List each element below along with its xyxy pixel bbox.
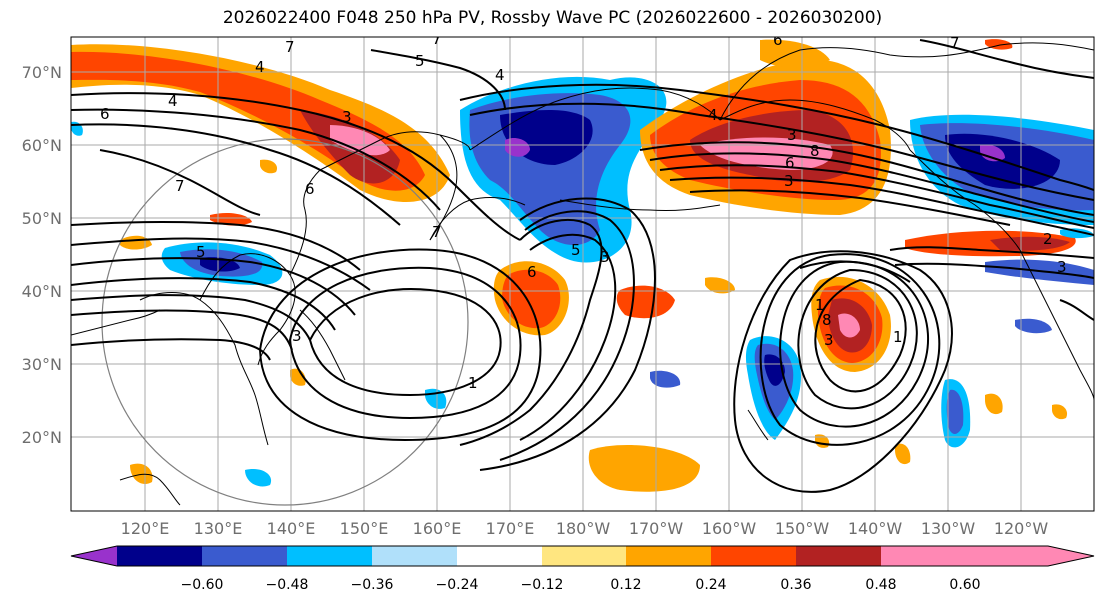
lon-label: 150°E (340, 519, 389, 538)
contour-label: 4 (495, 66, 505, 84)
colorbar-tick-label: −0.48 (266, 577, 309, 593)
latitude-axis: 70°N 60°N 50°N 40°N 30°N 20°N (22, 63, 62, 447)
contour-label: 3 (1057, 258, 1067, 276)
colorbar-tick-label: 0.60 (949, 577, 980, 593)
contour-label: 4 (168, 92, 178, 110)
lat-label: 30°N (22, 355, 62, 374)
contour-label: 3 (824, 331, 834, 349)
contour-label: 3 (292, 327, 302, 345)
colorbar-tick-label: 0.24 (695, 577, 726, 593)
lon-label: 160°E (413, 519, 462, 538)
contour-label: 1 (815, 296, 825, 314)
contour-label: 7 (432, 223, 442, 241)
lat-label: 40°N (22, 282, 62, 301)
contour-label: 3 (784, 172, 794, 190)
colorbar-outline (70, 545, 1095, 567)
contour-label: 5 (415, 52, 425, 70)
colorbar-segment (457, 546, 542, 566)
colorbar: −0.60 −0.48 −0.36 −0.24 −0.12 0.12 0.24 … (70, 545, 1095, 593)
contour-label: 3 (787, 126, 797, 144)
colorbar-tick-label: 0.48 (865, 577, 896, 593)
colorbar-tick-label: −0.36 (351, 577, 394, 593)
contour-labels: 7 5 4 7 6 4 3 6 7 7 5 1 6 3 4 3 5 7 4 6 … (100, 30, 1067, 392)
contour-label: 8 (822, 311, 832, 329)
contour-label: 1 (893, 328, 903, 346)
colorbar-segment (542, 546, 626, 566)
contour-label: 6 (305, 180, 315, 198)
colorbar-segment (711, 546, 796, 566)
lon-label: 150°W (775, 519, 830, 538)
map-border (70, 36, 1095, 512)
lon-label: 140°E (267, 519, 316, 538)
lon-label: 130°W (921, 519, 976, 538)
contour-label: 5 (571, 241, 581, 259)
colorbar-tick-label: −0.12 (521, 577, 564, 593)
colorbar-tick-label: −0.60 (181, 577, 224, 593)
contour-label: 4 (708, 106, 718, 124)
pv-contours (71, 39, 1094, 493)
colorbar-tick-label: 0.12 (610, 577, 641, 593)
colorbar-segment (202, 546, 287, 566)
lon-label: 170°W (629, 519, 684, 538)
colorbar-extend-min (71, 546, 117, 566)
contour-label: 8 (810, 142, 820, 160)
colorbar-extend-max (965, 546, 1094, 566)
colorbar-segment (117, 546, 202, 566)
reference-circle (101, 138, 469, 506)
contour-label: 3 (600, 248, 610, 266)
coastlines (71, 42, 1094, 506)
lon-label: 120°E (121, 519, 170, 538)
lon-label: 180°W (556, 519, 611, 538)
contour-label: 6 (527, 263, 537, 281)
colorbar-segment (626, 546, 711, 566)
lat-label: 20°N (22, 428, 62, 447)
map-title: 2026022400 F048 250 hPa PV, Rossby Wave … (222, 8, 883, 28)
contour-label: 7 (285, 38, 295, 56)
contour-label: 7 (950, 34, 960, 52)
colorbar-segment (372, 546, 457, 566)
contour-label: 7 (175, 177, 185, 195)
lon-label: 170°E (486, 519, 535, 538)
colorbar-segment (796, 546, 881, 566)
map-panel: 7 5 4 7 6 4 3 6 7 7 5 1 6 3 4 3 5 7 4 6 … (71, 30, 1094, 511)
lat-label: 50°N (22, 209, 62, 228)
lat-label: 60°N (22, 136, 62, 155)
colorbar-tick-label: −0.24 (436, 577, 479, 593)
lat-label: 70°N (22, 63, 62, 82)
contour-label: 2 (1043, 230, 1053, 248)
colorbar-segment (287, 546, 372, 566)
contour-label: 6 (100, 105, 110, 123)
contour-label: 4 (255, 58, 265, 76)
contour-label: 6 (773, 31, 783, 49)
lon-label: 140°W (848, 519, 903, 538)
colorbar-segment (881, 546, 965, 566)
longitude-axis: 120°E 130°E 140°E 150°E 160°E 170°E 180°… (121, 519, 1049, 538)
contour-label: 5 (196, 243, 206, 261)
lon-label: 160°W (702, 519, 757, 538)
colorbar-tick-label: 0.36 (780, 577, 811, 593)
contour-label: 7 (432, 30, 442, 48)
lon-label: 120°W (994, 519, 1049, 538)
lon-label: 130°E (194, 519, 243, 538)
contour-label: 3 (342, 108, 352, 126)
contour-label: 1 (468, 374, 478, 392)
contour-label: 6 (785, 154, 795, 172)
